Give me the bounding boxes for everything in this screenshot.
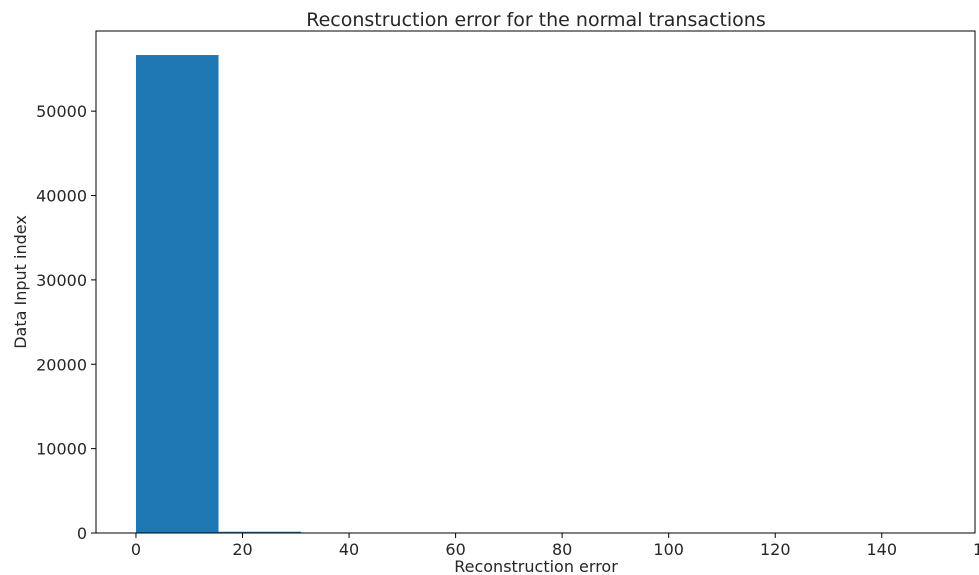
- x-tick-label: 120: [760, 540, 791, 559]
- y-tick-label: 20000: [36, 355, 87, 374]
- histogram-bar: [135, 55, 219, 533]
- x-tick-label: 100: [653, 540, 684, 559]
- y-tick-label: 0: [77, 524, 87, 543]
- x-axis-ticks: 0 20 40 60 80 100 120 140 160: [131, 533, 979, 559]
- x-tick-label: 60: [445, 540, 465, 559]
- x-tick-label: 0: [131, 540, 141, 559]
- x-tick-label: 140: [866, 540, 897, 559]
- x-tick-label: 20: [232, 540, 252, 559]
- y-tick-label: 40000: [36, 187, 87, 206]
- x-axis-label: Reconstruction error: [454, 557, 618, 575]
- x-tick-label: 160: [973, 540, 979, 559]
- x-tick-label: 40: [339, 540, 359, 559]
- y-axis-label: Data Input index: [11, 215, 30, 349]
- y-axis-ticks: 0 10000 20000 30000 40000 50000: [36, 102, 96, 543]
- bars-group: [135, 55, 962, 533]
- plot-frame: [95, 30, 976, 534]
- y-tick-label: 50000: [36, 102, 87, 121]
- y-tick-label: 30000: [36, 271, 87, 290]
- histogram-bar: [218, 531, 302, 533]
- chart-title: Reconstruction error for the normal tran…: [306, 9, 766, 31]
- x-tick-label: 80: [552, 540, 572, 559]
- y-tick-label: 10000: [36, 440, 87, 459]
